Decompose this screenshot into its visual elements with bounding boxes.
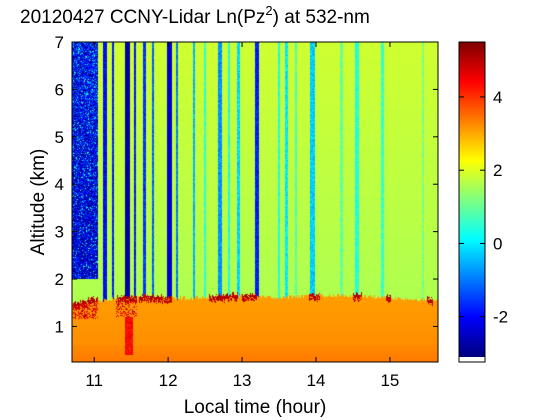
x-axis-ticks: 11 12 13 14 15 (85, 42, 399, 390)
x-tick-label: 13 (233, 371, 252, 390)
x-tick-label: 11 (85, 371, 103, 390)
colorbar-tick-label: 2 (493, 161, 502, 180)
colorbar-gradient (459, 42, 485, 357)
y-tick-label: 6 (55, 80, 64, 99)
chart-title-superscript: 2 (265, 3, 272, 18)
y-axis-label: Altitude (km) (28, 149, 49, 256)
x-tick-label: 14 (307, 371, 326, 390)
chart-title: 20120427 CCNY-Lidar Ln(Pz2) at 532-nm (20, 3, 370, 28)
x-tick-label: 15 (380, 371, 399, 390)
backscatter-heatmap (72, 42, 438, 362)
colorbar-bottom-cap (459, 357, 485, 362)
y-axis-ticks: 1 2 3 4 5 6 7 (55, 33, 438, 336)
y-tick-label: 4 (55, 175, 64, 194)
y-tick-label: 7 (55, 33, 64, 52)
y-tick-label: 5 (55, 128, 64, 147)
chart-title-main: 20120427 CCNY-Lidar Ln(Pz (20, 7, 265, 28)
colorbar-tick-label: -2 (493, 308, 508, 327)
y-tick-label: 2 (55, 270, 64, 289)
x-axis-label: Local time (hour) (184, 397, 327, 418)
colorbar-frame (458, 41, 486, 363)
colorbar: -2 0 2 4 (458, 41, 508, 363)
colorbar-tick-label: 4 (493, 88, 502, 107)
x-tick-label: 12 (159, 371, 178, 390)
y-tick-label: 1 (55, 317, 64, 336)
colorbar-ticks: -2 0 2 4 (459, 88, 508, 327)
colorbar-tick-label: 0 (493, 234, 502, 253)
chart-title-suffix: ) at 532-nm (273, 7, 370, 28)
plot-frame (71, 41, 439, 363)
y-tick-label: 3 (55, 223, 64, 242)
